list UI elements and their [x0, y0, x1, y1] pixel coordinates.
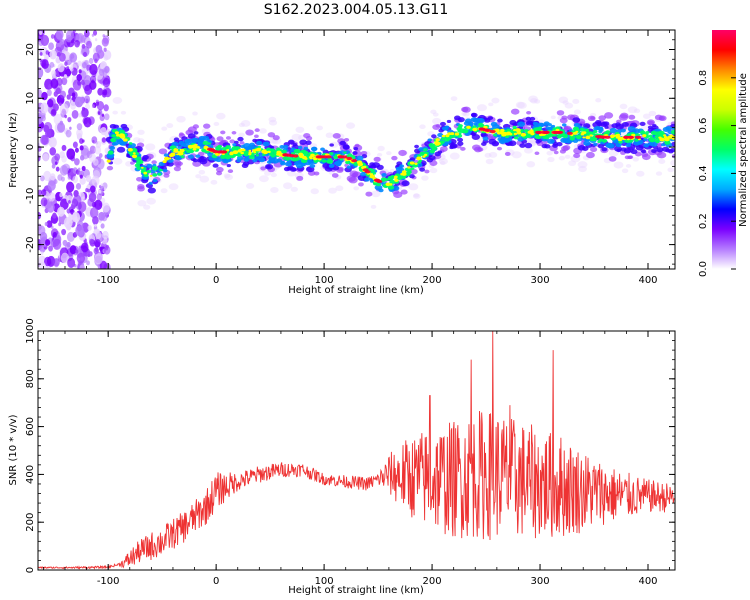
snr-ytick-label: 800 [25, 369, 36, 388]
snr-xtick-label: 100 [315, 576, 334, 587]
colorbar-tick-label: 0.0 [698, 261, 709, 277]
colorbar-ticks: 0.0 0.2 0.4 0.6 0.8 [698, 70, 736, 277]
spectrogram-ytick-label: 10 [25, 92, 36, 105]
spectrogram-xtick-label: 100 [315, 275, 334, 286]
snr-ytick-label: 0 [25, 567, 36, 573]
spectrogram-xlabel: Height of straight line (km) [288, 285, 424, 296]
spectrogram-ytick-label: -10 [25, 188, 36, 204]
spectrogram-xtick-label: 200 [423, 275, 442, 286]
snr-xtick-label: 300 [530, 576, 549, 587]
snr-ylabel: SNR (10 * v/v) [8, 414, 19, 485]
snr-xtick-label: 400 [638, 576, 657, 587]
spectrogram-xtick-label: 400 [638, 275, 657, 286]
figure-title: S162.2023.004.05.13.G11 [264, 2, 449, 18]
colorbar-label: Normalized spectral amplitude [738, 73, 749, 227]
spectrogram-ytick-label: -20 [25, 236, 36, 252]
spectrogram-ytick-label: 20 [25, 43, 36, 56]
spectrogram-xtick-label: -100 [97, 275, 120, 286]
colorbar-gradient [712, 30, 736, 269]
snr-frame [37, 330, 676, 571]
snr-axes: -100 0 100 200 300 400 0 200 400 600 800 1000 [25, 318, 675, 587]
snr-xtick-label: 0 [213, 576, 219, 587]
colorbar-tick-label: 0.8 [698, 70, 709, 86]
spectrogram-ytick-label: 0 [25, 144, 36, 150]
colorbar-tick-label: 0.2 [698, 213, 709, 229]
snr-ytick-label: 600 [25, 417, 36, 436]
spectrogram-ylabel: Frequency (Hz) [8, 112, 19, 188]
spectrogram-frame [37, 29, 676, 270]
snr-panel: -100 0 100 200 300 400 0 200 400 600 800 1000 Heigh… [8, 318, 676, 596]
colorbar: 0.0 0.2 0.4 0.6 0.8 Normalized spectral ampl… [698, 30, 749, 277]
colorbar-tick-label: 0.6 [698, 118, 709, 134]
snr-xtick-label: -100 [97, 576, 120, 587]
snr-xlabel: Height of straight line (km) [288, 585, 424, 596]
snr-ytick-label: 1000 [25, 318, 36, 343]
spectrogram-xtick-label: 0 [213, 275, 219, 286]
spectrogram-xtick-label: 300 [530, 275, 549, 286]
snr-xtick-label: 200 [423, 576, 442, 587]
spectrogram-image [38, 30, 675, 269]
snr-ytick-label: 400 [25, 465, 36, 484]
colorbar-tick-label: 0.4 [698, 165, 709, 181]
snr-series-line [38, 331, 675, 570]
snr-ytick-label: 200 [25, 513, 36, 532]
